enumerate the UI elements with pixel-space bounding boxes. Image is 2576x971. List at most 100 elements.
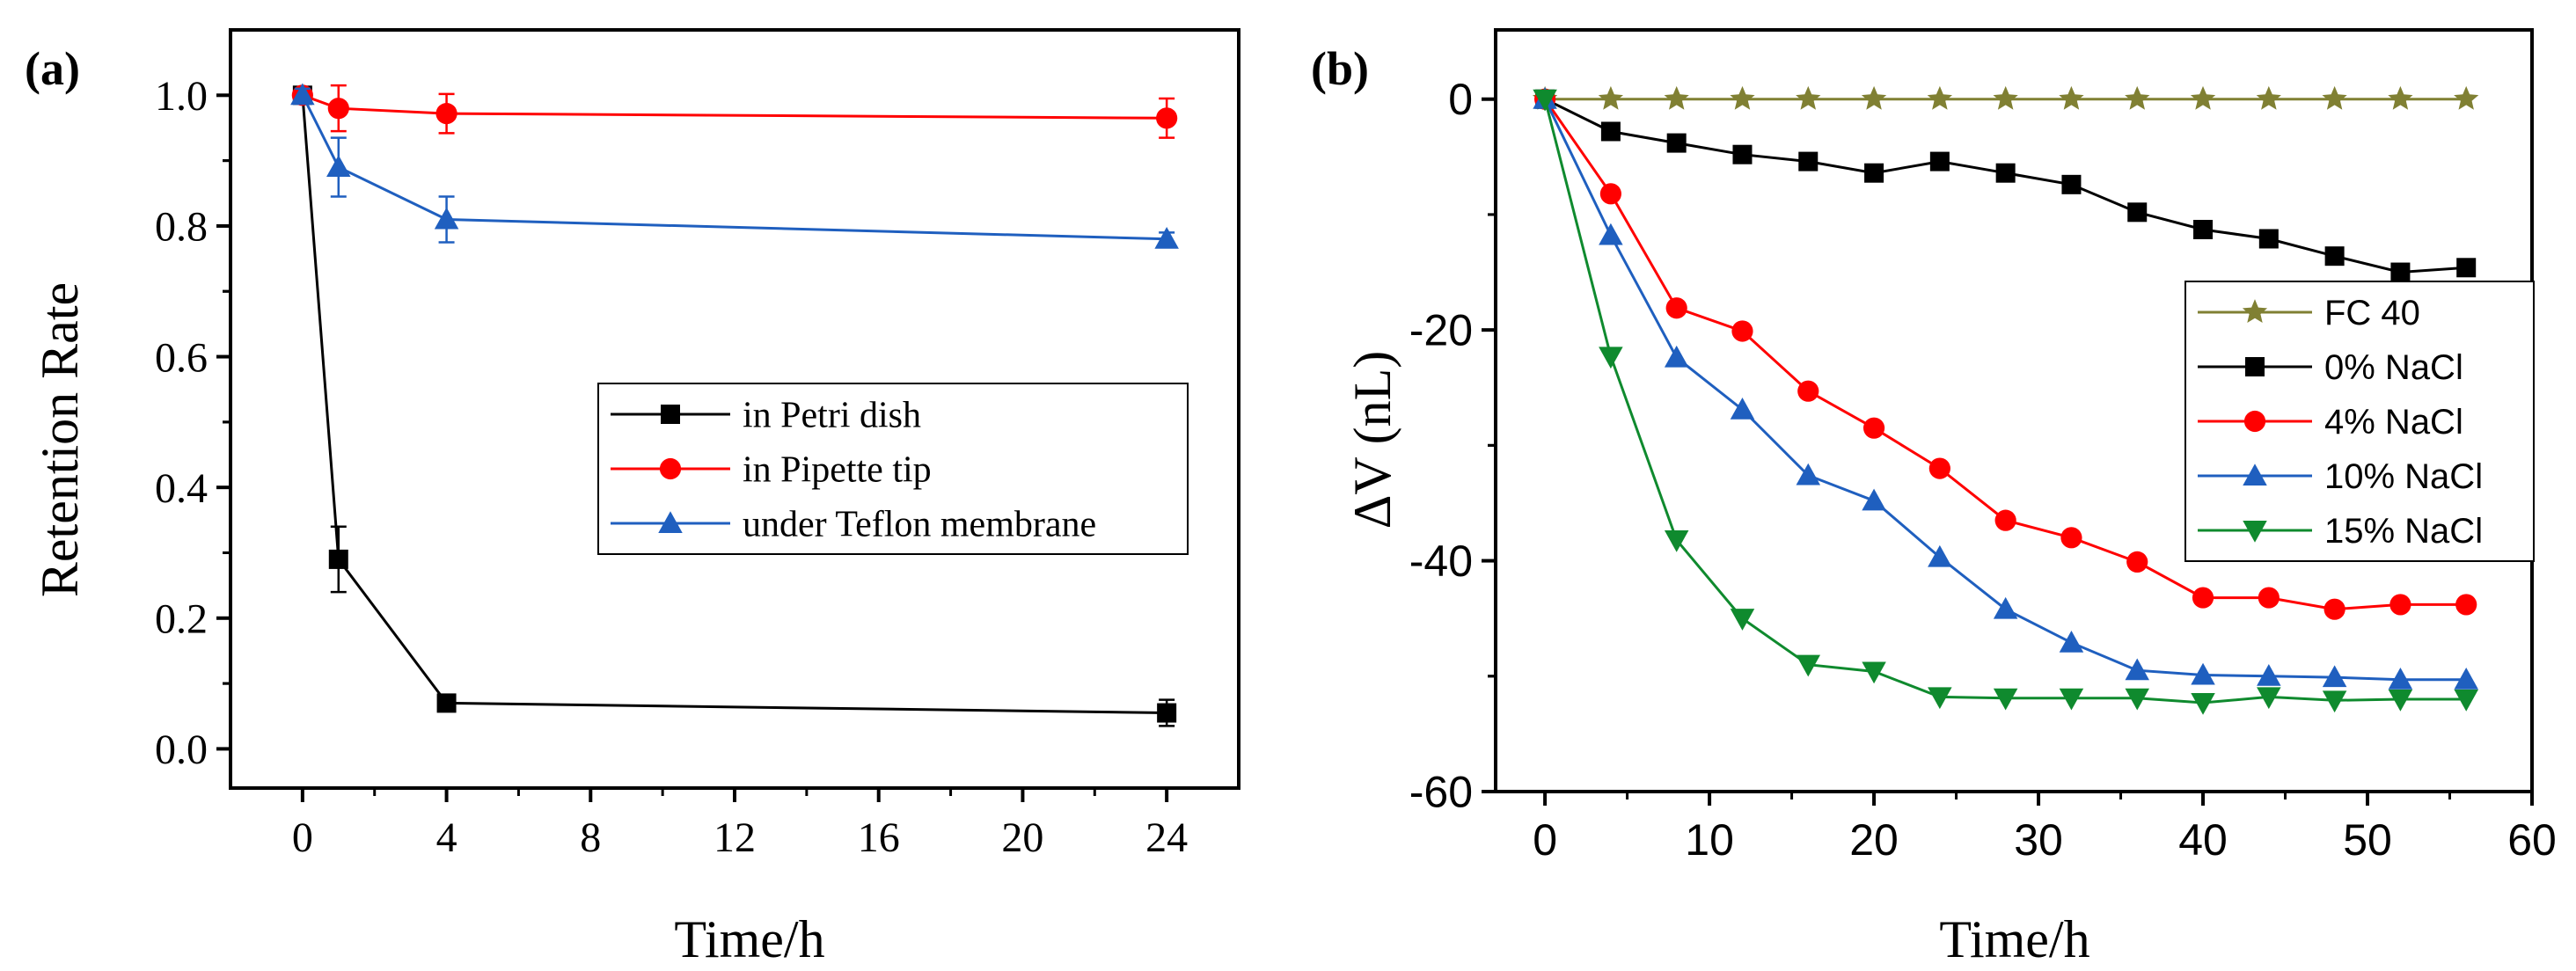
panel-a-legend-label: in Petri dish bbox=[743, 396, 921, 436]
panel-b-data-point bbox=[1598, 85, 1623, 110]
panel-b-data-point bbox=[1929, 151, 1950, 172]
panel-b-data-point bbox=[1730, 609, 1755, 631]
panel-a-y-tick-label: 1.0 bbox=[155, 73, 208, 120]
panel-b-data-point bbox=[1995, 163, 2016, 183]
panel-b-data-point bbox=[2127, 202, 2148, 223]
panel-a-x-tick-label: 12 bbox=[714, 814, 756, 861]
panel-b-data-point bbox=[2389, 594, 2411, 616]
panel-b-data-point bbox=[1862, 417, 1885, 439]
panel-b-data-point bbox=[1664, 345, 1689, 368]
panel-b-data-point bbox=[1928, 544, 1952, 567]
panel-b-data-point bbox=[1599, 183, 1621, 205]
panel-b-data-point bbox=[2126, 551, 2148, 573]
panel-b-y-tick-label: 0 bbox=[1448, 75, 1473, 124]
panel-b-data-point bbox=[1664, 529, 1689, 552]
panel-b-legend-marker bbox=[2242, 299, 2268, 323]
panel-b-y-axis-title: ΔV (nL) bbox=[1343, 351, 1401, 529]
panel-b-series-3 bbox=[1533, 86, 2478, 690]
panel-b-x-tick-label: 20 bbox=[1849, 815, 1899, 865]
panel-b-data-point bbox=[2125, 85, 2150, 110]
panel-b-data-point bbox=[2125, 688, 2149, 711]
panel-b-data-point bbox=[2059, 630, 2084, 653]
panel-b-data-point bbox=[1666, 133, 1687, 153]
panel-b-data-point bbox=[2390, 262, 2411, 282]
panel-b-legend-marker bbox=[2243, 410, 2266, 433]
panel-b-data-point bbox=[1928, 687, 1952, 710]
panel-b-series-line bbox=[1544, 98, 2467, 274]
panel-b-x-axis-title: Time/h bbox=[1939, 910, 2089, 968]
panel-a-series-line bbox=[301, 95, 1167, 714]
panel-b-data-point bbox=[1796, 654, 1821, 677]
panel-a-data-point bbox=[434, 207, 459, 230]
panel-a-label: (a) bbox=[25, 42, 80, 95]
panel-b-legend-label: 10% NaCl bbox=[2324, 457, 2483, 496]
panel-b-data-point bbox=[2454, 667, 2478, 690]
panel-a-data-point bbox=[1156, 107, 1178, 129]
panel-b-data-point bbox=[2256, 85, 2281, 110]
panel-b-data-point bbox=[2324, 246, 2345, 266]
panel-b-data-point bbox=[1732, 144, 1753, 164]
panel-b-data-point bbox=[2388, 85, 2413, 110]
panel-b-data-point bbox=[1928, 457, 1950, 479]
panel-a-legend-label: under Teflon membrane bbox=[743, 505, 1096, 545]
panel-b-data-point bbox=[2191, 662, 2215, 685]
panel-a-x-tick-label: 16 bbox=[858, 814, 900, 861]
panel-b-series-1 bbox=[1535, 89, 2477, 282]
panel-b-data-point bbox=[1731, 320, 1753, 342]
panel-b-data-point bbox=[2454, 690, 2478, 712]
panel-b-data-point bbox=[1600, 121, 1621, 142]
panel-a-y-tick-label: 0.2 bbox=[155, 596, 208, 643]
panel-b-label: (b) bbox=[1311, 42, 1369, 95]
panel-b-data-point bbox=[2258, 587, 2280, 609]
panel-a-legend: in Petri dish in Pipette tip under Teflon … bbox=[597, 383, 1189, 555]
panel-b-data-point bbox=[1861, 85, 1887, 110]
panel-a-data-point bbox=[326, 155, 351, 178]
panel-b-legend-label: 4% NaCl bbox=[2324, 403, 2463, 442]
panel-b-data-point bbox=[2257, 664, 2281, 686]
panel-a-x-tick-label: 4 bbox=[436, 814, 457, 861]
panel-a-legend-marker bbox=[658, 511, 683, 533]
panel-b-data-point bbox=[2324, 598, 2345, 620]
panel-b-data-point bbox=[1796, 463, 1821, 486]
panel-b-data-point bbox=[2322, 690, 2347, 713]
panel-b-y-tick-label: -40 bbox=[1409, 537, 1473, 586]
panel-b-y-tick-label: -20 bbox=[1409, 306, 1473, 355]
panel-b-legend-label: FC 40 bbox=[2324, 294, 2420, 332]
panel-a-series-2 bbox=[290, 83, 1179, 249]
panel-a-x-axis-title: Time/h bbox=[674, 910, 824, 968]
panel-b-x-tick-label: 40 bbox=[2178, 815, 2228, 865]
panel-b-data-point bbox=[2060, 527, 2082, 549]
panel-a-data-point bbox=[328, 549, 348, 569]
panel-b-data-point bbox=[1797, 380, 1819, 402]
panel-b-x-tick-label: 50 bbox=[2343, 815, 2392, 865]
panel-b-data-point bbox=[2257, 687, 2281, 710]
panel-a-y-tick-label: 0.8 bbox=[155, 204, 208, 251]
panel-b-data-point bbox=[1864, 163, 1884, 183]
panel-b-data-point bbox=[2322, 85, 2347, 110]
panel-b-data-point bbox=[2193, 219, 2214, 239]
panel-b-data-point bbox=[2388, 690, 2413, 712]
panel-b-legend-marker bbox=[2243, 521, 2267, 543]
panel-b-y-tick-label: -60 bbox=[1409, 768, 1473, 817]
panel-b-data-point bbox=[2190, 85, 2216, 110]
panel-a-x-tick-label: 8 bbox=[580, 814, 601, 861]
panel-b-data-point bbox=[2061, 174, 2082, 194]
panel-b-data-point bbox=[2125, 658, 2149, 681]
panel-b-legend-label: 15% NaCl bbox=[2324, 512, 2483, 551]
panel-b-data-point bbox=[1993, 688, 2018, 711]
panel-b-data-point bbox=[2258, 229, 2279, 249]
panel-a-data-point bbox=[436, 693, 457, 713]
panel-a-y-axis-title: Retention Rate bbox=[31, 282, 89, 597]
panel-b-data-point bbox=[2059, 85, 2084, 110]
panel-b-legend-label: 0% NaCl bbox=[2324, 348, 2463, 387]
panel-b-data-point bbox=[1798, 151, 1819, 172]
panel-b-data-point bbox=[2191, 692, 2215, 715]
panel-b-data-point bbox=[1599, 347, 1623, 369]
panel-b-legend-marker bbox=[2243, 464, 2267, 486]
panel-b-data-point bbox=[2322, 665, 2347, 688]
panel-b-data-point bbox=[1730, 85, 1755, 110]
panel-a-legend-label: in Pipette tip bbox=[743, 450, 932, 491]
panel-b-data-point bbox=[1993, 85, 2018, 110]
panel-b-data-point bbox=[1993, 596, 2018, 619]
panel-a-x-tick-label: 0 bbox=[292, 814, 313, 861]
